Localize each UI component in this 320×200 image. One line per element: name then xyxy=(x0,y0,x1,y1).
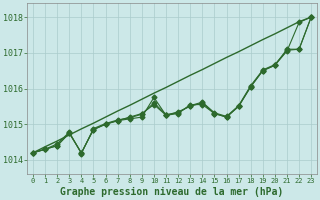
X-axis label: Graphe pression niveau de la mer (hPa): Graphe pression niveau de la mer (hPa) xyxy=(60,187,284,197)
